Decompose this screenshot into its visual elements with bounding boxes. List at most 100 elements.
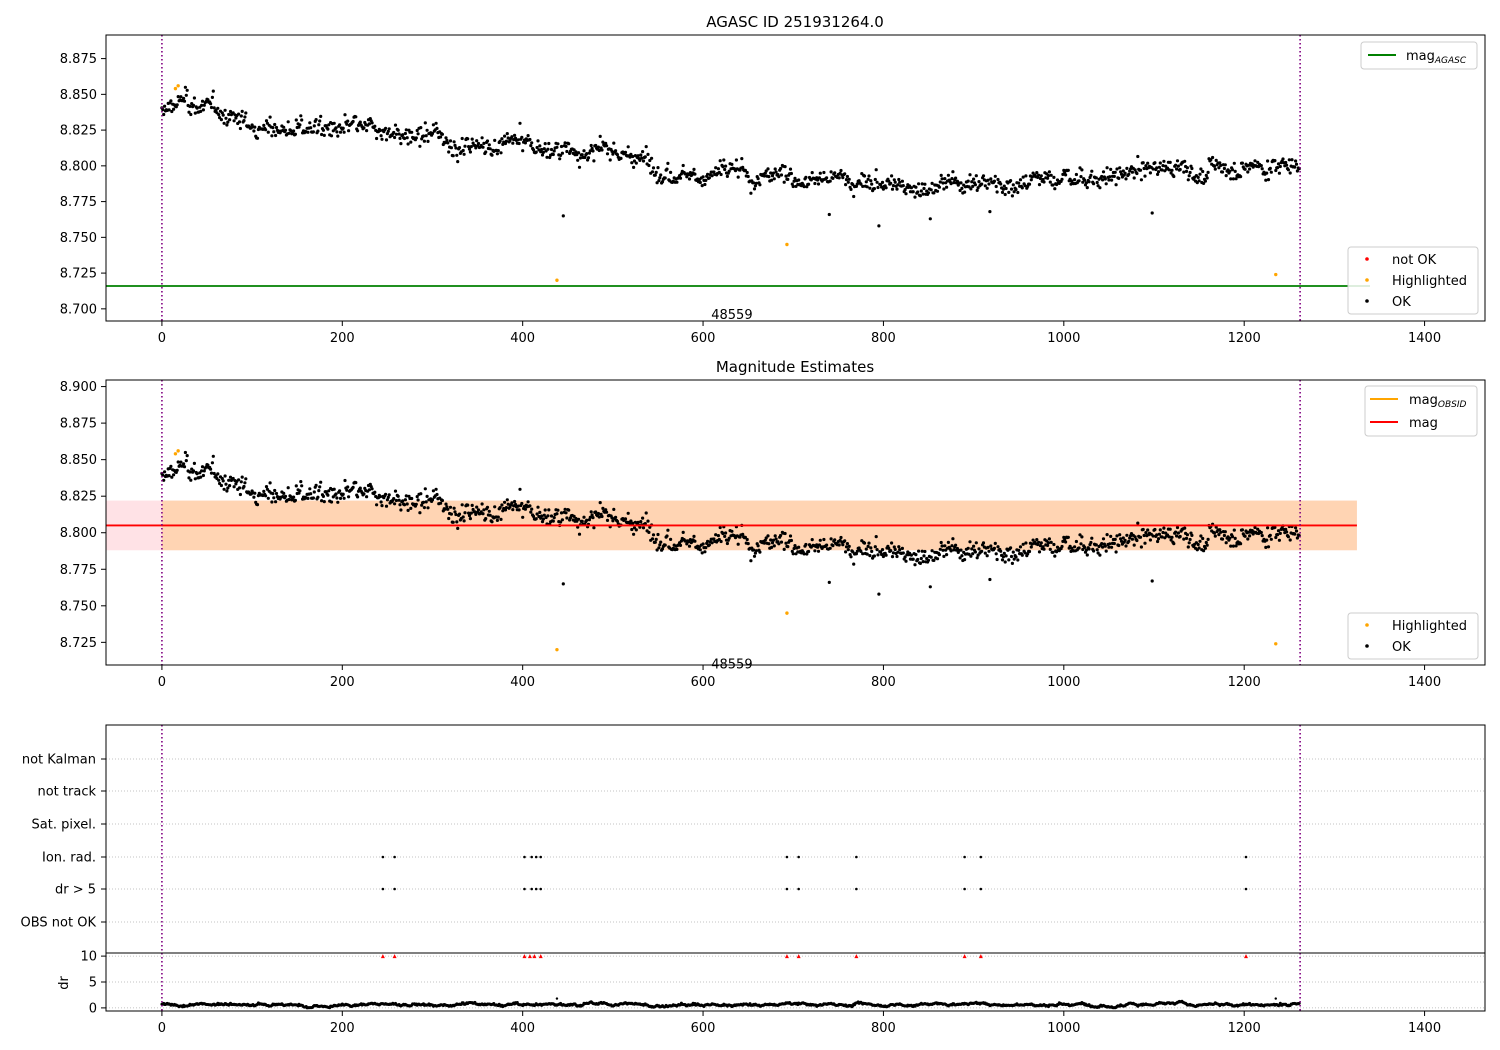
ok-point bbox=[448, 505, 453, 509]
ok-point bbox=[1201, 536, 1205, 541]
ok-point bbox=[485, 139, 490, 143]
ok-point bbox=[825, 176, 829, 180]
y-tick-label: 8.750 bbox=[60, 231, 97, 246]
ok-point bbox=[636, 520, 640, 525]
ok-point bbox=[837, 543, 841, 547]
ok-point bbox=[316, 129, 320, 133]
ok-point bbox=[854, 552, 859, 556]
ok-point bbox=[930, 549, 934, 553]
dr-tick-label: 5 bbox=[89, 976, 97, 991]
ok-point bbox=[919, 189, 923, 193]
ok-point bbox=[559, 511, 564, 515]
ok-point bbox=[605, 510, 609, 514]
ok-point bbox=[881, 187, 886, 191]
ok-point bbox=[779, 166, 783, 171]
ok-point bbox=[1160, 168, 1164, 172]
ok-point bbox=[1136, 154, 1140, 159]
ok-point bbox=[875, 548, 879, 552]
ok-point bbox=[746, 174, 750, 179]
ok-point bbox=[1219, 163, 1223, 167]
ok-point bbox=[396, 494, 400, 498]
ok-point bbox=[268, 481, 272, 485]
ok-point bbox=[506, 136, 510, 140]
ok-point bbox=[1101, 545, 1105, 549]
ok-point bbox=[1039, 541, 1043, 545]
ok-point bbox=[535, 145, 539, 150]
panel-flags-frame bbox=[105, 724, 1486, 1012]
ok-point bbox=[1148, 538, 1152, 542]
ok-point bbox=[1083, 178, 1087, 182]
ok-point bbox=[283, 128, 288, 132]
ok-point bbox=[1201, 169, 1205, 174]
ok-point bbox=[873, 177, 877, 182]
ok-point bbox=[802, 185, 806, 189]
ok-point bbox=[449, 146, 453, 150]
ok-point bbox=[318, 119, 322, 123]
ok-point bbox=[378, 495, 382, 499]
ok-point bbox=[663, 176, 667, 180]
ok-point bbox=[242, 119, 246, 123]
ok-point bbox=[202, 469, 206, 473]
x-tick-label: 1000 bbox=[1047, 675, 1080, 690]
ok-point bbox=[262, 123, 266, 127]
ok-point bbox=[614, 515, 618, 519]
ok-point bbox=[988, 577, 992, 582]
ok-point bbox=[752, 548, 756, 552]
ok-point bbox=[1265, 171, 1269, 175]
ok-point bbox=[480, 136, 484, 140]
dr-clipped-marker bbox=[784, 954, 789, 959]
flag-row-label: OBS not OK bbox=[21, 916, 97, 931]
ok-point bbox=[1212, 164, 1216, 168]
y-tick-label: 8.700 bbox=[60, 302, 97, 317]
ok-point bbox=[596, 145, 601, 149]
ok-point bbox=[1046, 176, 1050, 180]
ok-point bbox=[1077, 546, 1081, 550]
ok-point bbox=[1038, 544, 1042, 548]
ok-point bbox=[179, 95, 183, 99]
ok-point bbox=[504, 506, 508, 510]
ok-point bbox=[322, 133, 326, 137]
ok-point bbox=[455, 520, 459, 524]
ok-point bbox=[505, 498, 509, 502]
ok-point bbox=[1150, 211, 1154, 215]
ok-point bbox=[643, 155, 647, 159]
ok-point bbox=[456, 160, 460, 164]
ok-point bbox=[473, 510, 477, 514]
ok-point bbox=[1101, 170, 1106, 174]
ok-point bbox=[1231, 544, 1235, 548]
ok-point bbox=[987, 549, 991, 553]
ok-point bbox=[200, 103, 204, 107]
ok-point bbox=[321, 128, 325, 132]
ok-point bbox=[952, 181, 956, 185]
ok-point bbox=[451, 520, 455, 524]
ok-point bbox=[1182, 537, 1186, 541]
ok-point bbox=[426, 506, 430, 510]
ok-point bbox=[586, 156, 591, 160]
ok-point bbox=[816, 178, 820, 182]
ok-point bbox=[929, 188, 933, 192]
ok-point bbox=[227, 478, 231, 482]
ok-point bbox=[1139, 545, 1143, 549]
x-tick-label: 200 bbox=[330, 675, 355, 690]
ok-point bbox=[426, 139, 430, 143]
ok-point bbox=[594, 143, 598, 148]
ok-point bbox=[932, 191, 936, 195]
ok-point bbox=[996, 177, 1000, 182]
dr-point bbox=[1274, 997, 1277, 1000]
x-tick-label: 1400 bbox=[1408, 1021, 1441, 1036]
ion-rad-point bbox=[1244, 855, 1248, 859]
highlighted-point bbox=[1274, 272, 1278, 277]
ok-point bbox=[1288, 538, 1292, 542]
ok-point bbox=[966, 546, 970, 550]
ok-point bbox=[985, 186, 989, 190]
ok-point bbox=[1230, 168, 1235, 172]
ok-point bbox=[647, 530, 651, 535]
ok-point bbox=[896, 183, 900, 187]
ok-point bbox=[482, 508, 486, 512]
ok-point bbox=[825, 543, 829, 547]
ok-point bbox=[822, 170, 826, 175]
dr-clipped-marker bbox=[532, 954, 537, 959]
ok-point bbox=[889, 549, 893, 553]
ok-point bbox=[992, 546, 997, 551]
ok-point bbox=[521, 515, 525, 519]
